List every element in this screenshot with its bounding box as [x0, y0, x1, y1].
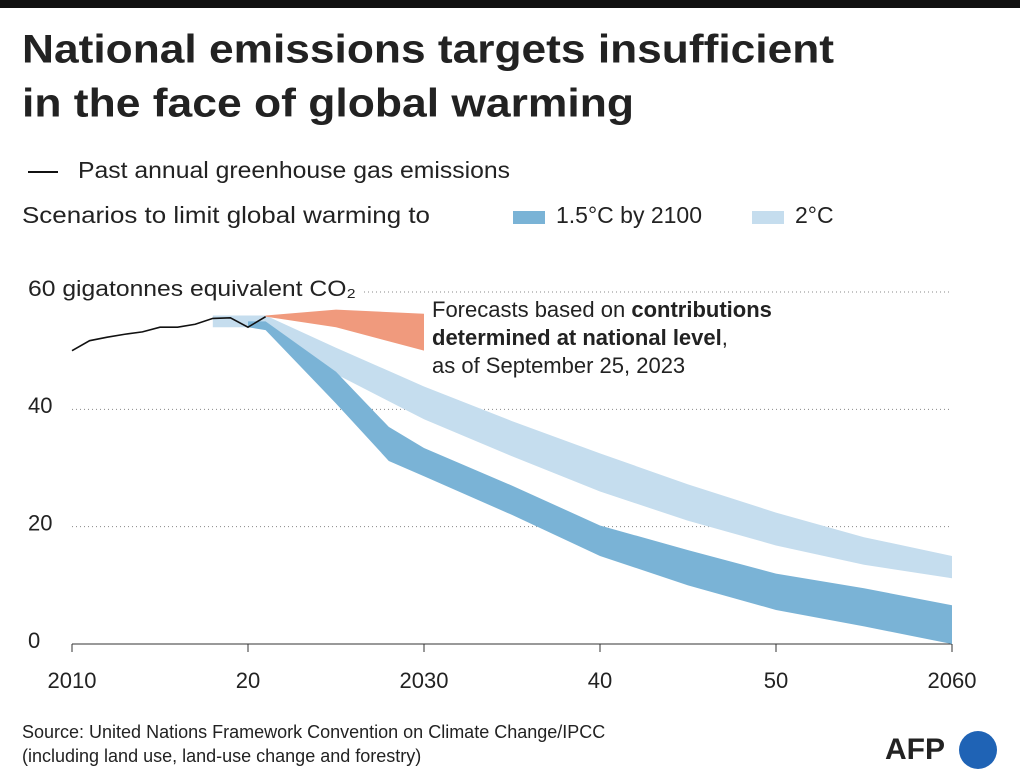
annotation: determined at national level, — [432, 325, 728, 350]
x-tick-label: 2060 — [928, 668, 977, 693]
y-tick-label: 40 — [28, 393, 52, 418]
chart-title: in the face of global warming — [22, 82, 634, 126]
chart-title: National emissions targets insufficient — [22, 28, 834, 72]
annotation-part: , — [722, 325, 728, 350]
legend-label: 2°C — [795, 202, 834, 228]
x-tick-label: 50 — [764, 668, 788, 693]
y-tick-label: 60 gigatonnes equivalent CO₂ — [28, 276, 356, 301]
legend: 2°C 1.5°C by 2100 — [513, 202, 834, 228]
y-tick-label: 20 — [28, 510, 52, 535]
annotation: as of September 25, 2023 — [432, 353, 685, 378]
annotation-part: as of September 25, 2023 — [432, 353, 685, 378]
legend-swatch — [513, 211, 545, 224]
source: Source: United Nations Framework Convent… — [22, 722, 605, 742]
x-tick-label: 40 — [588, 668, 612, 693]
x-tick-label: 2030 — [400, 668, 449, 693]
legend-label: 1.5°C by 2100 — [556, 202, 702, 228]
logo: AFP — [885, 733, 945, 766]
top-bar — [0, 0, 1020, 8]
x-tick-label: 2010 — [48, 668, 97, 693]
y-tick-label: 0 — [28, 628, 40, 653]
emissions-line — [71, 315, 267, 352]
band — [248, 321, 952, 644]
source: (including land use, land-use change and… — [22, 746, 421, 766]
x-tick-label: 20 — [236, 668, 260, 693]
legend-swatch — [752, 211, 784, 224]
band — [265, 309, 424, 351]
annotation-part: contributions — [631, 297, 772, 322]
label-bg — [24, 278, 364, 304]
logo-circle — [959, 731, 997, 769]
band — [212, 315, 953, 579]
legend-label: Past annual greenhouse gas emissions — [78, 157, 510, 183]
legend-heading: Scenarios to limit global warming to — [22, 202, 430, 228]
annotation-part: determined at national level — [432, 325, 722, 350]
annotation: Forecasts based on contributions — [432, 297, 772, 322]
annotation-part: Forecasts based on — [432, 297, 631, 322]
